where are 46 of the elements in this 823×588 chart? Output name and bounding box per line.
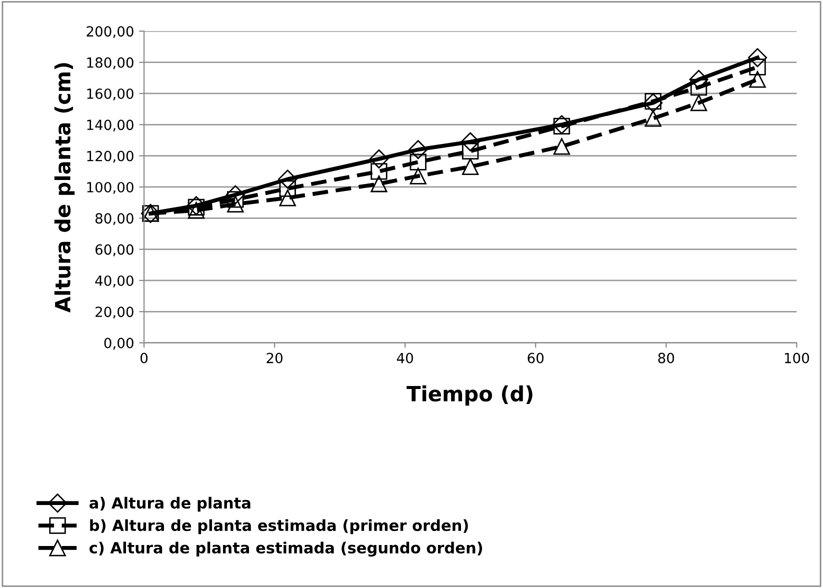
y-tick-label: 160,00 [87, 88, 134, 100]
x-tick-label: 60 [528, 352, 544, 364]
point [462, 142, 479, 160]
legend-label: a) Altura de planta [90, 496, 250, 512]
point [749, 71, 766, 88]
x-axis-title: Tiempo (d) [406, 385, 532, 406]
y-tick-label: 100,00 [87, 182, 134, 194]
point [279, 190, 296, 206]
y-tick-label: 80,00 [95, 213, 134, 226]
point [462, 158, 479, 176]
y-tick-label: 40,00 [95, 275, 134, 288]
x-tick-label: 0 [140, 352, 148, 364]
x-tick-label: 20 [266, 352, 282, 364]
point [369, 149, 389, 168]
x-tick-label: 80 [658, 352, 674, 364]
point [689, 70, 708, 89]
y-tick-label: 200,00 [86, 26, 134, 38]
point [749, 58, 766, 76]
point [226, 185, 245, 204]
point [278, 170, 298, 189]
point [279, 180, 296, 197]
point [644, 110, 662, 127]
point [690, 94, 708, 112]
legend-label: c) Altura de planta estimada (segundo orden) [90, 542, 482, 557]
legend-label: b) Altura de planta estimada (primer orden) [90, 519, 468, 534]
y-axis-title: Altura de planta (cm) [54, 63, 75, 313]
point [748, 48, 768, 68]
point [227, 191, 244, 208]
point [370, 163, 388, 180]
point [690, 78, 708, 96]
point [460, 132, 480, 152]
y-tick-label: 0,00 [104, 338, 134, 350]
point [410, 168, 426, 184]
y-tick-label: 140,00 [87, 120, 134, 132]
y-tick-label: 120,00 [87, 150, 134, 163]
x-tick-label: 40 [396, 352, 413, 364]
point [410, 154, 426, 170]
x-tick-label: 100 [784, 352, 809, 364]
y-tick-label: 60,00 [96, 244, 134, 256]
point [227, 196, 244, 212]
y-tick-label: 180,00 [87, 57, 134, 70]
y-tick-label: 20,00 [96, 306, 134, 319]
point [408, 140, 428, 160]
point [188, 202, 205, 219]
point [553, 138, 570, 155]
point [370, 176, 388, 192]
